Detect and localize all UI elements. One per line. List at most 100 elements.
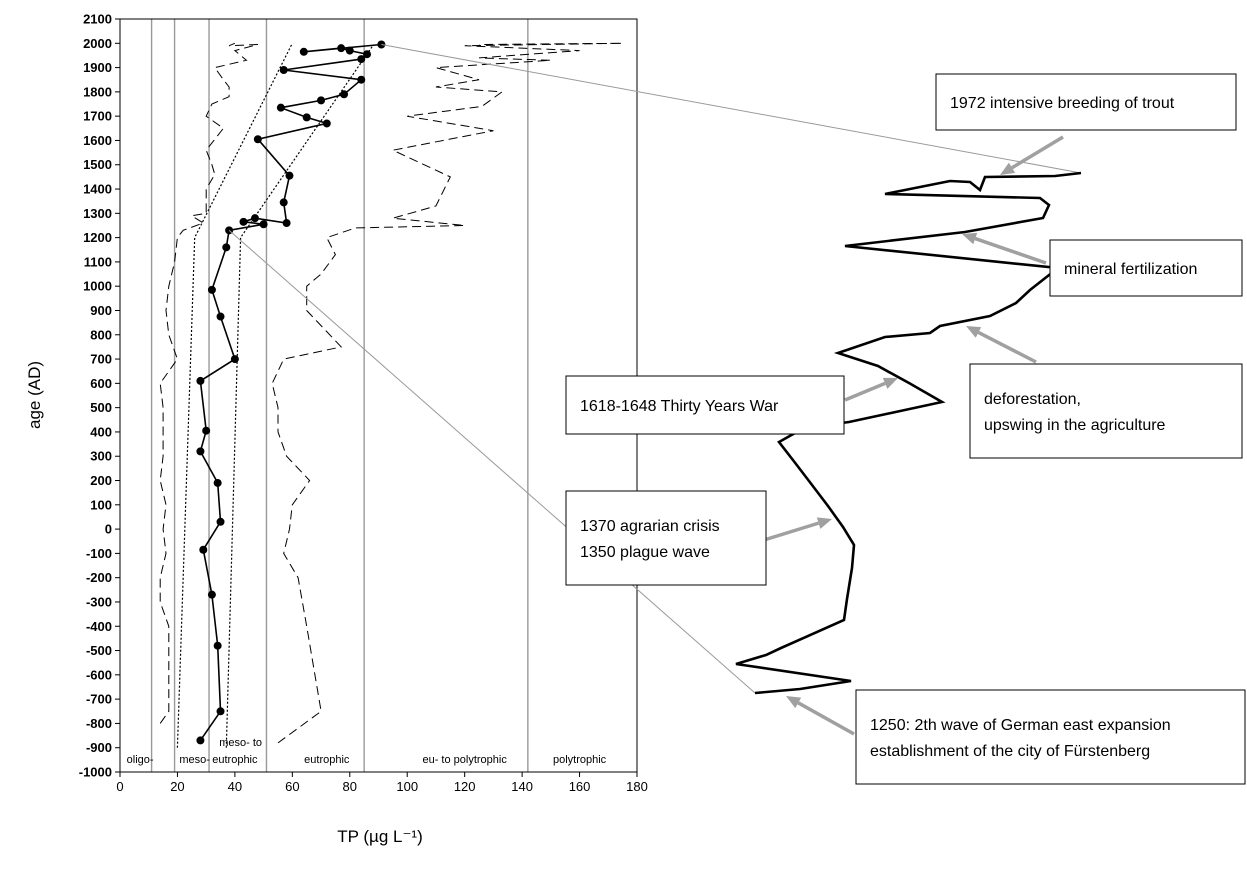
- trend-envelope-line: [225, 45, 374, 748]
- trophic-zone-label: eutrophic: [304, 754, 350, 766]
- annotation-box-frame: [969, 363, 1243, 459]
- y-tick-label: -400: [86, 619, 112, 634]
- annotation-box-frame: [855, 689, 1246, 785]
- detail-curve-line: [735, 171, 1082, 695]
- tp-data-point: [239, 217, 248, 226]
- arrow-shaft: [977, 330, 1037, 364]
- annotation-box-frame: [565, 490, 767, 586]
- trophic-boundaries: [150, 19, 529, 772]
- trophic-zone-label: eutrophic: [212, 754, 258, 766]
- y-axis-ticks: 2100200019001800170016001500140013001200…: [79, 12, 120, 780]
- annotation-box-frame: [565, 375, 845, 435]
- arrow-shaft: [844, 381, 886, 402]
- arrow-head: [966, 326, 982, 338]
- tp-data-point: [299, 47, 308, 56]
- x-tick-label: 80: [343, 779, 357, 794]
- arrow-head: [1000, 162, 1016, 175]
- tp-data-point: [230, 355, 239, 364]
- tp-data-point: [199, 545, 208, 554]
- series-layer: [159, 40, 623, 748]
- trophic-zone-label: polytrophic: [553, 754, 607, 766]
- tp-data-point: [196, 376, 205, 385]
- y-tick-label: -1000: [79, 765, 112, 780]
- y-tick-label: -200: [86, 570, 112, 585]
- y-tick-label: 1500: [83, 157, 112, 172]
- tp-data-point: [196, 736, 205, 745]
- y-tick-label: 800: [90, 327, 112, 342]
- y-tick-label: 300: [90, 449, 112, 464]
- y-tick-label: 200: [90, 473, 112, 488]
- tp-data-point: [222, 243, 231, 252]
- arrow-head: [786, 696, 802, 709]
- x-tick-label: 60: [285, 779, 299, 794]
- y-tick-label: 1700: [83, 109, 112, 124]
- annotation-arrow: [962, 232, 1047, 265]
- arrow-shaft: [974, 236, 1047, 265]
- tp-data-point: [279, 66, 288, 75]
- y-tick-label: -700: [86, 692, 112, 707]
- annotation-arrow: [1000, 135, 1064, 175]
- y-tick-label: -800: [86, 716, 112, 731]
- annotation-text-line: mineral fertilization: [1064, 261, 1197, 278]
- tp-data-point: [216, 312, 225, 321]
- annotation-text-line: upswing in the agriculture: [984, 417, 1166, 434]
- detail-curve-layer: [735, 171, 1082, 695]
- annotation-text-line: establishment of the city of Fürstenberg: [870, 743, 1150, 760]
- annotation-arrows: [763, 135, 1064, 736]
- y-tick-label: 600: [90, 376, 112, 391]
- y-tick-label: 700: [90, 352, 112, 367]
- tp-data-point: [259, 220, 268, 229]
- y-tick-label: 0: [105, 522, 112, 537]
- annotation-arrow: [966, 326, 1037, 364]
- annotation-arrow: [763, 517, 832, 542]
- x-tick-label: 20: [170, 779, 184, 794]
- x-tick-label: 140: [511, 779, 533, 794]
- tp-data-point: [285, 171, 294, 180]
- tp-data-point: [345, 46, 354, 55]
- plot-frame: [119, 18, 638, 773]
- y-tick-label: -300: [86, 594, 112, 609]
- error-bound-line: [271, 42, 623, 744]
- tp-data-point: [202, 426, 211, 435]
- connector-lines: [228, 44, 1082, 694]
- trophic-zone-label: meso- to: [219, 737, 262, 749]
- annotation-box: 1250: 2th wave of German east expansion e…: [855, 689, 1246, 785]
- x-tick-label: 0: [116, 779, 123, 794]
- annotation-box: 1618-1648 Thirty Years War: [565, 375, 845, 435]
- tp-data-point: [216, 517, 225, 526]
- annotation-box-frame: [935, 73, 1237, 131]
- tp-data-point: [213, 641, 222, 650]
- connector-line-top: [381, 44, 1082, 174]
- y-tick-label: 2100: [83, 12, 112, 27]
- annotation-text-line: 1370 agrarian crisis: [580, 518, 720, 535]
- annotation-box: mineral fertilization: [1049, 239, 1243, 297]
- annotation-box: 1370 agrarian crisis 1350 plague wave: [565, 490, 767, 586]
- annotation-text-line: 1350 plague wave: [580, 544, 710, 561]
- tp-data-point: [250, 214, 259, 223]
- arrow-head: [962, 232, 978, 245]
- annotation-text-line: 1250: 2th wave of German east expansion: [870, 717, 1171, 734]
- tp-data-point: [279, 198, 288, 207]
- y-tick-label: 1400: [83, 182, 112, 197]
- x-tick-label: 40: [228, 779, 242, 794]
- y-axis-title: age (AD): [25, 361, 44, 429]
- y-tick-label: 1600: [83, 133, 112, 148]
- annotation-box: deforestation, upswing in the agriculture: [969, 363, 1243, 459]
- y-tick-label: -500: [86, 643, 112, 658]
- x-tick-label: 120: [454, 779, 476, 794]
- y-tick-label: 1200: [83, 230, 112, 245]
- annotation-arrow: [844, 377, 898, 402]
- y-tick-label: -600: [86, 667, 112, 682]
- trophic-zone-label: eu- to polytrophic: [422, 754, 507, 766]
- y-tick-label: 1900: [83, 60, 112, 75]
- tp-data-point: [207, 590, 216, 599]
- x-axis-ticks: 0 20 40 60 80 100 120 140 160 180: [116, 772, 648, 794]
- tp-data-point: [322, 119, 331, 128]
- tp-data-point: [282, 219, 291, 228]
- y-tick-label: 2000: [83, 36, 112, 51]
- y-tick-label: 400: [90, 424, 112, 439]
- tp-data-point: [216, 707, 225, 716]
- connector-line-bottom: [228, 229, 756, 694]
- y-tick-label: -100: [86, 546, 112, 561]
